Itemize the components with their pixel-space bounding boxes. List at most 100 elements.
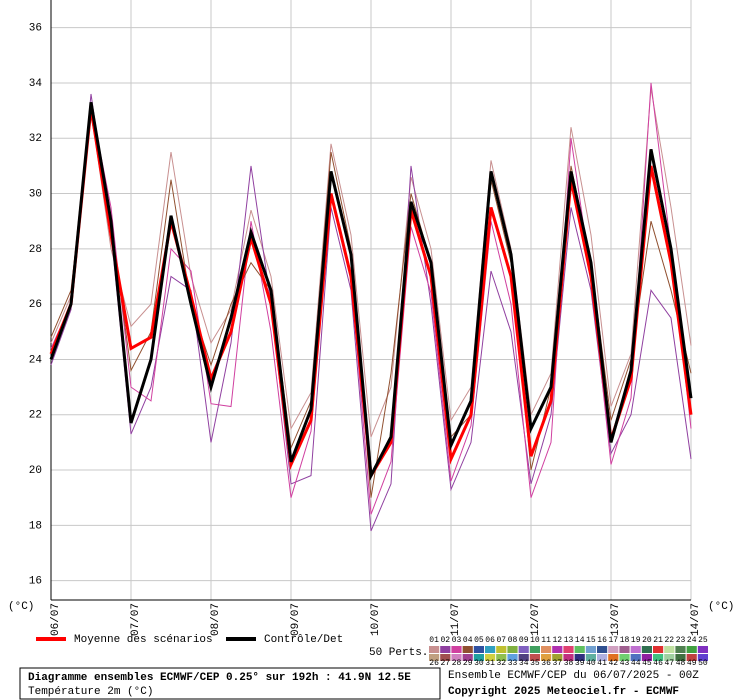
legend-swatch [664, 654, 675, 661]
legend-label: 08 [508, 636, 518, 645]
legend-swatch [697, 646, 708, 653]
legend-label: 33 [508, 659, 518, 668]
legend-label: 19 [631, 636, 641, 645]
legend-label: 43 [620, 659, 630, 668]
legend-swatch [552, 646, 563, 653]
y-unit: (°C) [8, 601, 34, 613]
legend-label: 10 [530, 636, 540, 645]
x-tick-label: 09/07 [290, 603, 302, 636]
legend-label: 04 [463, 636, 473, 645]
y-tick-label: 34 [29, 78, 43, 90]
legend-swatch [619, 654, 630, 661]
legend-swatch [630, 654, 641, 661]
title-box [19, 667, 441, 700]
legend-swatch [451, 646, 462, 653]
legend-swatch [608, 646, 619, 653]
legend-label: 28 [452, 659, 462, 668]
legend-label: 50 [698, 659, 708, 668]
legend-swatch [473, 646, 484, 653]
legend-label: 07 [496, 636, 506, 645]
legend-label: 47 [664, 659, 674, 668]
y-tick-label: 36 [29, 23, 42, 35]
legend-swatch [675, 654, 686, 661]
legend-label: 36 [541, 659, 551, 668]
series-line [49, 102, 693, 481]
chart-subtitle: Température 2m (°C) [28, 686, 153, 698]
legend-swatch [429, 646, 440, 653]
legend-label: 05 [474, 636, 484, 645]
legend-label: 37 [552, 659, 562, 668]
legend-swatch [496, 646, 507, 653]
legend-label: 15 [586, 636, 596, 645]
legend-swatch [653, 646, 664, 653]
legend-label: 49 [687, 659, 697, 668]
legend-swatch [541, 646, 552, 653]
x-tick-label: 14/07 [690, 603, 702, 636]
legend-label: 16 [597, 636, 607, 645]
legend-swatch [462, 654, 473, 661]
legend-swatch [451, 654, 462, 661]
legend-label: 17 [608, 636, 618, 645]
run-info: Ensemble ECMWF/CEP du 06/07/2025 - 00Z [448, 670, 699, 682]
legend-swatch [664, 646, 675, 653]
legend-label: 46 [653, 659, 663, 668]
legend-swatch [574, 646, 585, 653]
legend-label: 01 [429, 636, 439, 645]
y-tick-label: 20 [29, 465, 42, 477]
legend-label: 25 [698, 636, 708, 645]
x-tick-label: 07/07 [130, 603, 142, 636]
legend-swatch [597, 646, 608, 653]
legend-swatch [563, 646, 574, 653]
legend-swatch [574, 654, 585, 661]
legend-label: 45 [642, 659, 652, 668]
legend-swatch [641, 646, 652, 653]
y-tick-label: 26 [29, 299, 42, 311]
legend-label: Moyenne des scénarios [74, 634, 213, 646]
legend-label: 35 [530, 659, 540, 668]
legend-swatch [507, 654, 518, 661]
legend-swatch [653, 654, 664, 661]
legend-swatch [485, 654, 496, 661]
legend-swatch [697, 654, 708, 661]
legend-label: 03 [452, 636, 462, 645]
legend-swatch [440, 654, 451, 661]
legend-swatch [485, 646, 496, 653]
legend-swatch [686, 646, 697, 653]
legend-swatch [429, 654, 440, 661]
y-tick-label: 32 [29, 133, 42, 145]
y-tick-label: 28 [29, 244, 42, 256]
y-tick-label: 22 [29, 410, 42, 422]
legend-swatch [641, 654, 652, 661]
legend-swatch [585, 646, 596, 653]
legend-swatch [619, 646, 630, 653]
legend-swatch [462, 646, 473, 653]
legend-swatch [518, 646, 529, 653]
legend-label: 41 [597, 659, 607, 668]
legend-swatch [473, 654, 484, 661]
legend-label: Contrôle/Det [264, 634, 343, 646]
legend-label: 12 [552, 636, 562, 645]
y-tick-label: 30 [29, 188, 42, 200]
legend-swatch [608, 654, 619, 661]
legend-label: 02 [440, 636, 450, 645]
x-tick-label: 12/07 [530, 603, 542, 636]
legend-label: 23 [676, 636, 686, 645]
legend-swatch [630, 646, 641, 653]
copyright: Copyright 2025 Meteociel.fr - ECMWF [448, 686, 679, 698]
members-label: 50 Perts. [369, 647, 428, 659]
legend-swatch [529, 654, 540, 661]
legend-label: 42 [608, 659, 618, 668]
legend-label: 40 [586, 659, 596, 668]
legend-swatch [563, 654, 574, 661]
x-tick-label: 10/07 [370, 603, 382, 636]
legend-label: 24 [687, 636, 697, 645]
series-line [50, 88, 692, 438]
legend-label: 21 [653, 636, 663, 645]
x-tick-label: 08/07 [210, 603, 222, 636]
y-unit-right: (°C) [708, 601, 734, 613]
legend-label: 34 [519, 659, 529, 668]
legend-label: 32 [496, 659, 506, 668]
legend-label: 44 [631, 659, 641, 668]
legend-swatch [686, 654, 697, 661]
legend-swatch [585, 654, 596, 661]
